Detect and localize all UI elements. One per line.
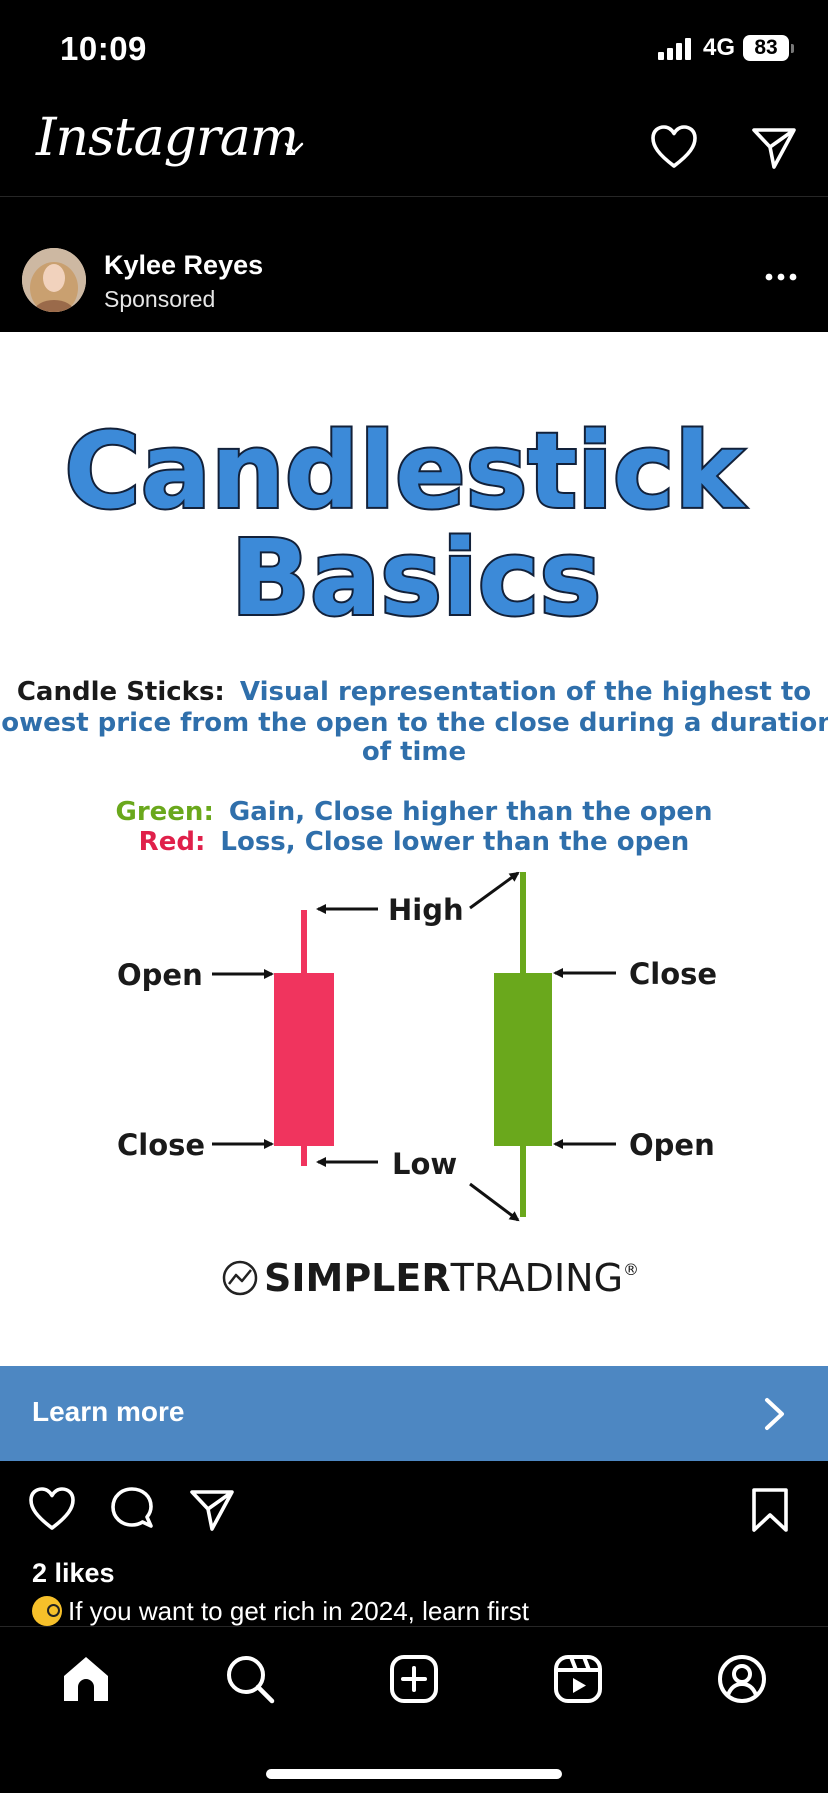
network-type: 4G <box>702 34 735 61</box>
status-time: 10:09 <box>60 30 147 67</box>
learn-more-label: Learn more <box>32 1396 185 1427</box>
chevron-down-icon[interactable] <box>282 136 306 160</box>
green-term: Green: <box>116 797 214 827</box>
post-header: Kylee Reyes Sponsored <box>0 236 828 332</box>
red-text: Loss, Close lower than the open <box>220 827 689 857</box>
home-icon[interactable] <box>59 1652 113 1706</box>
label-close-right: Close <box>629 957 717 991</box>
bottom-tab-bar <box>0 1626 828 1793</box>
post-actions <box>0 1480 828 1540</box>
low-arrow-green <box>469 1182 520 1222</box>
post-author[interactable]: Kylee Reyes <box>104 250 264 280</box>
svg-text:Red: Loss, Close lower t: Red: Loss, Close lower than the open <box>139 827 690 857</box>
logo-trading: TRADING <box>450 1256 623 1300</box>
likes-count[interactable]: 2 likes <box>32 1558 115 1588</box>
definition-line2: lowest price from the open to the close … <box>0 708 828 738</box>
monocle-face-emoji-icon <box>32 1596 62 1626</box>
red-term: Red: <box>139 827 206 857</box>
instagram-logo[interactable]: Instagram <box>36 108 299 168</box>
label-low: Low <box>392 1147 457 1181</box>
battery-level: 83 <box>743 35 789 61</box>
search-icon[interactable] <box>223 1652 277 1706</box>
label-open-right: Open <box>629 1128 715 1162</box>
definition-line3: of time <box>362 737 466 767</box>
share-icon[interactable] <box>186 1484 238 1536</box>
svg-text:Green: Gain, Close highe: Green: Gain, Close higher than the open <box>116 797 713 827</box>
image-title-line1: Candlestick <box>64 410 746 532</box>
top-nav: Instagram <box>0 100 828 197</box>
logo-simpler: SIMPLER <box>264 1256 451 1300</box>
bookmark-icon[interactable] <box>744 1484 796 1536</box>
status-bar: 10:09 4G 83 <box>0 0 828 100</box>
definition-term: Candle Sticks: <box>17 677 225 707</box>
definition-line1: Visual representation of the highest to <box>240 677 811 707</box>
battery-icon: 83 <box>743 35 794 61</box>
label-close-left: Close <box>117 1128 205 1162</box>
status-indicators: 4G 83 <box>657 34 794 62</box>
image-title-line2: Basics <box>231 517 602 639</box>
comment-icon[interactable] <box>106 1484 158 1536</box>
green-text: Gain, Close higher than the open <box>229 797 713 827</box>
more-options-icon[interactable] <box>764 272 798 282</box>
green-candle-body <box>494 973 552 1146</box>
red-candle-body <box>274 973 334 1146</box>
logo-registered: ® <box>623 1260 639 1279</box>
caption-text: If you want to get rich in 2024, learn f… <box>68 1596 530 1626</box>
sponsored-label: Sponsored <box>104 286 216 312</box>
simpler-trading-logo-icon <box>222 1260 258 1296</box>
post-image[interactable]: Candlestick Basics Candle Sticks: Visual… <box>0 332 828 1366</box>
label-open-left: Open <box>117 958 203 992</box>
chevron-right-icon <box>765 1398 784 1430</box>
profile-icon[interactable] <box>715 1652 769 1706</box>
label-high: High <box>388 893 464 927</box>
avatar[interactable] <box>22 248 86 312</box>
high-arrow-green <box>469 871 520 910</box>
create-icon[interactable] <box>387 1652 441 1706</box>
direct-message-icon[interactable] <box>748 122 800 174</box>
post-caption[interactable]: If you want to get rich in 2024, learn f… <box>32 1596 529 1626</box>
like-icon[interactable] <box>26 1484 78 1536</box>
svg-text:SIMPLERTRADING®: SIMPLERTRADING® <box>264 1256 639 1300</box>
home-indicator <box>266 1769 562 1779</box>
heart-icon[interactable] <box>648 122 700 174</box>
learn-more-button[interactable]: Learn more <box>0 1366 828 1461</box>
signal-icon <box>657 36 691 60</box>
svg-text:Candle Sticks: Visual re: Candle Sticks: Visual representation of … <box>17 677 811 707</box>
reels-icon[interactable] <box>551 1652 605 1706</box>
